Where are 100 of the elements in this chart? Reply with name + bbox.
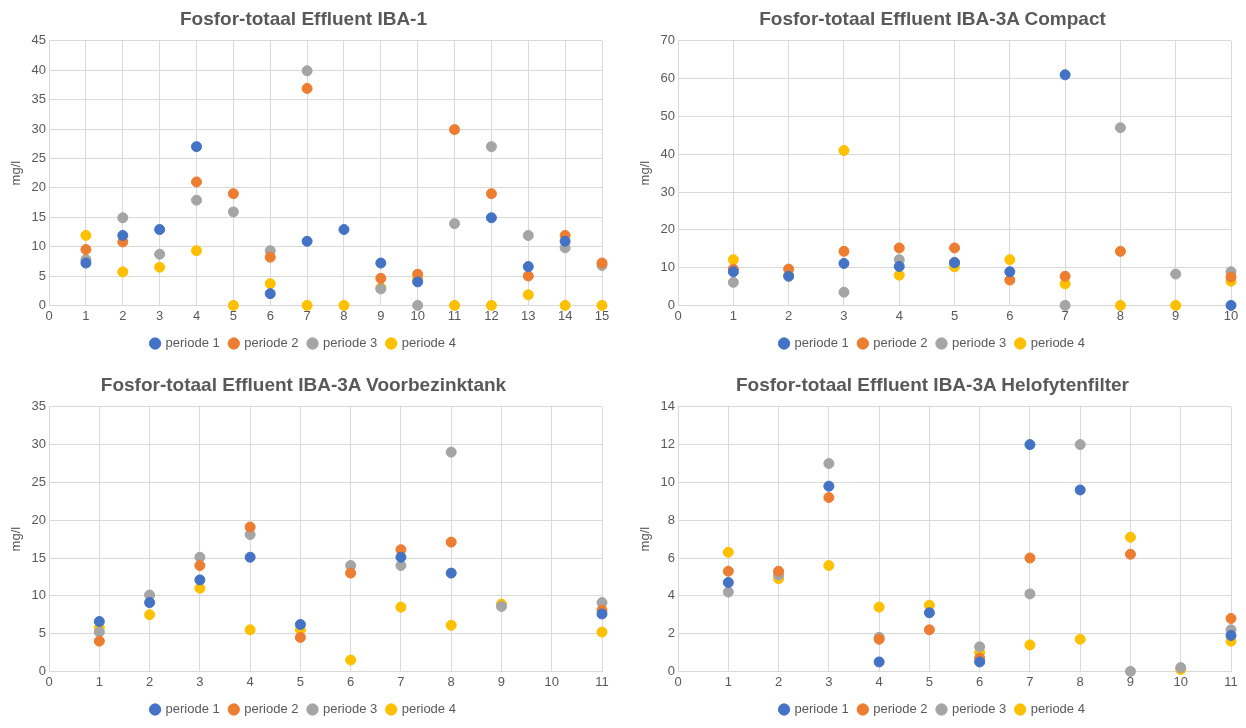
- y-tick-label: 20: [660, 221, 676, 237]
- x-tick-label: 3: [840, 307, 848, 323]
- y-tick-label: 10: [31, 238, 47, 254]
- y-axis-title: mg/l: [637, 526, 653, 552]
- legend-label: periode 2: [244, 701, 299, 717]
- x-tick-label: 6: [1006, 307, 1014, 323]
- legend-label: periode 1: [794, 701, 849, 717]
- y-tick-label: 6: [667, 549, 676, 565]
- y-tick-label: 0: [38, 296, 47, 312]
- y-tick-label: 45: [31, 32, 47, 48]
- legend-label: periode 4: [1030, 701, 1085, 717]
- x-tick-label: 6: [347, 673, 355, 689]
- legend-label: periode 4: [401, 701, 456, 717]
- y-tick-label: 40: [31, 61, 47, 77]
- x-tick-label: 1: [82, 307, 90, 323]
- y-tick-label: 2: [667, 625, 676, 641]
- y-tick-label: 5: [38, 267, 47, 283]
- y-tick-label: 15: [31, 208, 47, 224]
- y-axis-title: mg/l: [8, 526, 24, 552]
- x-tick-label: 4: [246, 673, 254, 689]
- x-tick-label: 5: [296, 673, 305, 689]
- x-tick-label: 1: [95, 673, 103, 689]
- y-tick-label: 0: [38, 662, 47, 678]
- x-tick-label: 7: [1026, 673, 1034, 689]
- chart-title: Fosfor-totaal Effluent IBA-3A Helofytenfilter: [735, 373, 1130, 395]
- y-tick-label: 4: [667, 587, 676, 603]
- y-tick-label: 30: [31, 120, 47, 136]
- x-tick-label: 1: [724, 673, 732, 689]
- legend-label: periode 4: [401, 335, 456, 351]
- x-tick-label: 15: [594, 307, 610, 323]
- y-tick-label: 10: [31, 587, 47, 603]
- y-tick-label: 12: [660, 436, 676, 452]
- y-tick-label: 25: [31, 149, 47, 165]
- y-axis-title: mg/l: [637, 160, 653, 186]
- x-tick-label: 8: [340, 307, 348, 323]
- y-tick-label: 35: [31, 398, 47, 414]
- x-tick-label: 4: [875, 673, 883, 689]
- y-tick-label: 35: [31, 91, 47, 107]
- x-tick-label: 4: [895, 307, 903, 323]
- y-tick-label: 20: [31, 511, 47, 527]
- chart-title: Fosfor-totaal Effluent IBA-1: [180, 7, 428, 29]
- y-tick-label: 10: [660, 473, 676, 489]
- x-tick-label: 10: [1173, 673, 1188, 689]
- x-tick-label: 5: [229, 307, 237, 323]
- y-tick-label: 20: [31, 179, 47, 195]
- x-tick-label: 10: [1223, 307, 1239, 323]
- y-tick-label: 40: [660, 145, 676, 161]
- x-tick-label: 2: [774, 673, 783, 689]
- y-tick-label: 15: [31, 549, 47, 565]
- x-tick-label: 9: [497, 673, 506, 689]
- x-tick-label: 11: [595, 673, 609, 689]
- y-tick-label: 30: [660, 183, 676, 199]
- x-tick-label: 9: [1172, 307, 1180, 323]
- x-tick-label: 8: [447, 673, 455, 689]
- legend-label: periode 3: [952, 335, 1007, 351]
- x-tick-label: 5: [950, 307, 959, 323]
- y-tick-label: 14: [660, 398, 676, 414]
- x-tick-label: 12: [484, 307, 499, 323]
- legend-label: periode 4: [1030, 335, 1085, 351]
- legend-label: periode 3: [323, 701, 378, 717]
- x-tick-label: 3: [196, 673, 204, 689]
- legend-label: periode 1: [165, 335, 220, 351]
- chart-title: Fosfor-totaal Effluent IBA-3A Voorbezinktank: [100, 373, 507, 395]
- x-tick-label: 10: [410, 307, 425, 323]
- legend-label: periode 2: [873, 335, 928, 351]
- x-tick-label: 9: [377, 307, 385, 323]
- x-tick-label: 5: [925, 673, 934, 689]
- y-axis-title: mg/l: [8, 160, 24, 186]
- x-tick-label: 1: [729, 307, 737, 323]
- x-tick-label: 3: [156, 307, 164, 323]
- x-tick-label: 8: [1076, 673, 1084, 689]
- y-tick-label: 30: [31, 436, 47, 452]
- x-tick-label: 6: [266, 307, 274, 323]
- x-tick-label: 6: [976, 673, 984, 689]
- x-tick-label: 7: [1061, 307, 1069, 323]
- legend-label: periode 3: [952, 701, 1007, 717]
- x-tick-label: 13: [521, 307, 536, 323]
- x-tick-label: 3: [825, 673, 833, 689]
- x-tick-label: 9: [1126, 673, 1135, 689]
- legend-label: periode 1: [165, 701, 220, 717]
- x-tick-label: 2: [785, 307, 793, 323]
- x-tick-label: 7: [303, 307, 311, 323]
- legend-label: periode 1: [794, 335, 849, 351]
- x-tick-label: 11: [1224, 673, 1238, 689]
- y-tick-label: 50: [660, 107, 676, 123]
- y-tick-label: 10: [660, 259, 676, 275]
- y-tick-label: 0: [667, 296, 676, 312]
- x-tick-label: 8: [1116, 307, 1125, 323]
- x-tick-label: 11: [447, 307, 462, 323]
- y-tick-label: 5: [38, 625, 47, 641]
- y-tick-label: 0: [667, 662, 676, 678]
- x-tick-label: 7: [397, 673, 405, 689]
- y-tick-label: 8: [667, 511, 676, 527]
- legend-label: periode 2: [873, 701, 928, 717]
- x-tick-label: 2: [119, 307, 127, 323]
- y-tick-label: 25: [31, 473, 47, 489]
- y-tick-label: 60: [660, 70, 676, 86]
- x-tick-label: 2: [145, 673, 154, 689]
- legend-label: periode 2: [244, 335, 299, 351]
- x-tick-label: 14: [557, 307, 573, 323]
